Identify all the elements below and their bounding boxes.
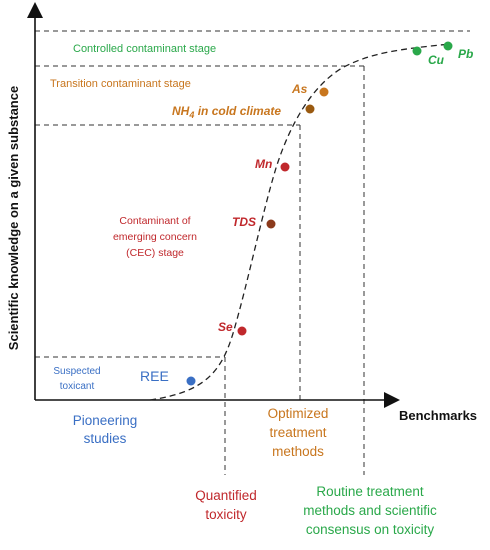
label-nh4-rest: in cold climate bbox=[194, 104, 281, 118]
benchmark-pioneering-line1: Pioneering bbox=[73, 413, 138, 428]
label-pb: Pb bbox=[458, 47, 473, 61]
label-ree: REE bbox=[140, 368, 169, 384]
point-cu bbox=[412, 46, 422, 56]
stage-label-suspected-line2: toxicant bbox=[60, 381, 95, 392]
point-pb bbox=[443, 41, 453, 51]
point-ree bbox=[186, 376, 196, 386]
y-axis-label: Scientific knowledge on a given substanc… bbox=[6, 86, 21, 350]
stage-label-suspected-line1: Suspected bbox=[53, 366, 100, 377]
x-axis-label: Benchmarks bbox=[399, 408, 477, 423]
stage-label-cec: Contaminant of emerging concern (CEC) st… bbox=[113, 215, 197, 259]
benchmark-quantified-line2: toxicity bbox=[205, 507, 247, 522]
label-nh4-subscript: 4 bbox=[188, 110, 194, 120]
point-as bbox=[319, 87, 329, 97]
benchmark-optimized-line1: Optimized bbox=[268, 406, 329, 421]
benchmark-optimized: Optimized treatment methods bbox=[268, 406, 329, 459]
guide-lines bbox=[35, 30, 470, 475]
stage-label-controlled: Controlled contaminant stage bbox=[73, 43, 216, 55]
knowledge-curve bbox=[149, 43, 451, 401]
stage-label-cec-line3: (CEC) stage bbox=[126, 247, 184, 259]
label-tds: TDS bbox=[232, 215, 256, 229]
point-mn bbox=[280, 162, 290, 172]
label-mn: Mn bbox=[255, 157, 272, 171]
benchmark-optimized-line3: methods bbox=[272, 444, 324, 459]
benchmark-quantified: Quantified toxicity bbox=[195, 488, 257, 522]
label-se: Se bbox=[218, 320, 233, 334]
benchmark-quantified-line1: Quantified bbox=[195, 488, 257, 503]
benchmark-routine-line2: methods and scientific bbox=[303, 503, 437, 518]
benchmark-routine-line3: consensus on toxicity bbox=[306, 522, 435, 537]
label-as: As bbox=[291, 82, 308, 96]
benchmark-routine: Routine treatment methods and scientific… bbox=[303, 484, 437, 537]
stage-label-cec-line2: emerging concern bbox=[113, 231, 197, 243]
benchmark-optimized-line2: treatment bbox=[269, 425, 326, 440]
label-cu: Cu bbox=[428, 53, 445, 67]
axes bbox=[27, 2, 400, 408]
benchmark-pioneering: Pioneering studies bbox=[73, 413, 138, 446]
point-tds bbox=[266, 219, 276, 229]
label-nh4-main: NH bbox=[172, 104, 190, 118]
stage-label-suspected: Suspected toxicant bbox=[53, 366, 100, 392]
benchmark-routine-line1: Routine treatment bbox=[316, 484, 424, 499]
stage-label-cec-line1: Contaminant of bbox=[119, 215, 190, 227]
point-se bbox=[237, 326, 247, 336]
point-nh4 bbox=[305, 104, 315, 114]
benchmark-pioneering-line2: studies bbox=[84, 431, 127, 446]
stage-label-transition: Transition contaminant stage bbox=[50, 78, 191, 90]
label-nh4: NH4 in cold climate bbox=[172, 104, 281, 120]
